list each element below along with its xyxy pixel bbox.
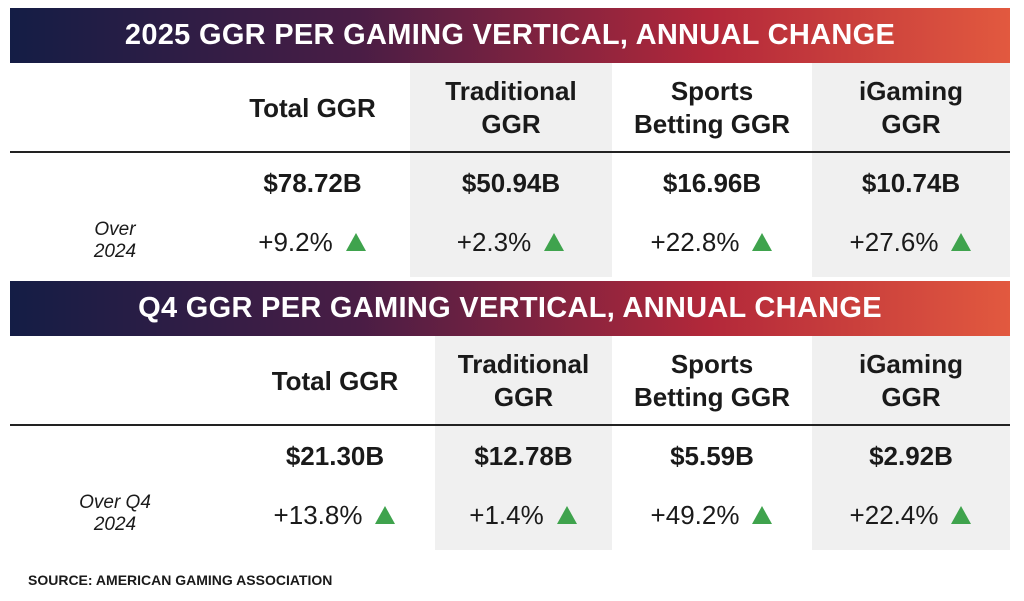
change-label-text: Over 2024: [93, 219, 137, 262]
up-triangle: [752, 233, 773, 251]
change: +9.2%: [215, 216, 410, 268]
value-text: $2.92B: [869, 440, 953, 471]
column-header: iGaming GGR: [812, 66, 1010, 150]
column-header-text: Total GGR: [249, 92, 376, 123]
change: +1.4%: [435, 489, 612, 541]
change: +27.6%: [812, 216, 1010, 268]
column-header-text: Total GGR: [271, 365, 399, 396]
change-text: +13.8%: [273, 499, 363, 530]
up-triangle: [951, 506, 972, 524]
change-text: +22.4%: [849, 499, 939, 530]
up-arrow: [375, 506, 396, 524]
up-arrow: [951, 506, 972, 524]
column-header: Traditional GGR: [410, 66, 612, 150]
column-shade: [435, 336, 612, 550]
up-triangle: [375, 506, 396, 524]
column-header: iGaming GGR: [812, 339, 1010, 423]
column-header: Total GGR: [215, 66, 410, 150]
header-rule: [10, 424, 1010, 426]
header-rule: [10, 151, 1010, 153]
change-text: +9.2%: [258, 226, 333, 257]
column-header: Total GGR: [235, 339, 435, 423]
change: +13.8%: [235, 489, 435, 541]
column-header: Sports Betting GGR: [612, 339, 812, 423]
column-shade: [410, 63, 612, 277]
column-shade: [812, 63, 1010, 277]
value: $5.59B: [612, 431, 812, 481]
up-arrow: [556, 506, 577, 524]
up-arrow: [345, 233, 366, 251]
up-triangle: [544, 233, 565, 251]
up-arrow: [544, 233, 565, 251]
value-text: $50.94B: [461, 167, 561, 198]
column-header-text: Sports Betting GGR: [634, 76, 790, 139]
change: +49.2%: [612, 489, 812, 541]
value: $78.72B: [215, 158, 410, 208]
value-text: $10.74B: [861, 167, 961, 198]
value: $10.74B: [812, 158, 1010, 208]
change-label: Over Q4 2024: [40, 485, 190, 543]
source: SOURCE: AMERICAN GAMING ASSOCIATION: [28, 572, 333, 588]
section-title: Q4 GGR PER GAMING VERTICAL, ANNUAL CHANG…: [10, 281, 1010, 336]
up-triangle: [556, 506, 577, 524]
value: $50.94B: [410, 158, 612, 208]
value-text: $12.78B: [474, 440, 573, 471]
column-header-text: Sports Betting GGR: [634, 349, 790, 412]
value-text: $5.59B: [670, 440, 754, 471]
value-text: $16.96B: [662, 167, 762, 198]
change-label-text: Over Q4 2024: [79, 492, 151, 535]
section-title: 2025 GGR PER GAMING VERTICAL, ANNUAL CHA…: [10, 8, 1010, 63]
section-title-text: Q4 GGR PER GAMING VERTICAL, ANNUAL CHANG…: [138, 292, 882, 324]
column-header-text: Traditional GGR: [445, 76, 577, 139]
up-arrow: [951, 233, 972, 251]
up-arrow: [752, 233, 773, 251]
change-text: +22.8%: [650, 226, 740, 257]
column-shade: [812, 336, 1010, 550]
up-arrow: [752, 506, 773, 524]
value: $2.92B: [812, 431, 1010, 481]
change: +2.3%: [410, 216, 612, 268]
change-text: +1.4%: [469, 499, 544, 530]
change-text: +2.3%: [456, 226, 532, 257]
up-triangle: [752, 506, 773, 524]
section-title-text: 2025 GGR PER GAMING VERTICAL, ANNUAL CHA…: [124, 19, 896, 51]
value-text: $78.72B: [263, 167, 362, 198]
column-header-text: iGaming GGR: [858, 76, 963, 139]
value: $16.96B: [612, 158, 812, 208]
change-label: Over 2024: [40, 212, 190, 270]
column-header-text: Traditional GGR: [457, 349, 590, 412]
up-triangle: [951, 233, 972, 251]
change-text: +27.6%: [849, 226, 939, 257]
column-header: Sports Betting GGR: [612, 66, 812, 150]
change: +22.4%: [812, 489, 1010, 541]
value: $12.78B: [435, 431, 612, 481]
change: +22.8%: [612, 216, 812, 268]
column-header-text: iGaming GGR: [858, 349, 963, 412]
value: $21.30B: [235, 431, 435, 481]
up-triangle: [345, 233, 366, 251]
column-header: Traditional GGR: [435, 339, 612, 423]
change-text: +49.2%: [650, 499, 740, 530]
value-text: $21.30B: [285, 440, 385, 471]
